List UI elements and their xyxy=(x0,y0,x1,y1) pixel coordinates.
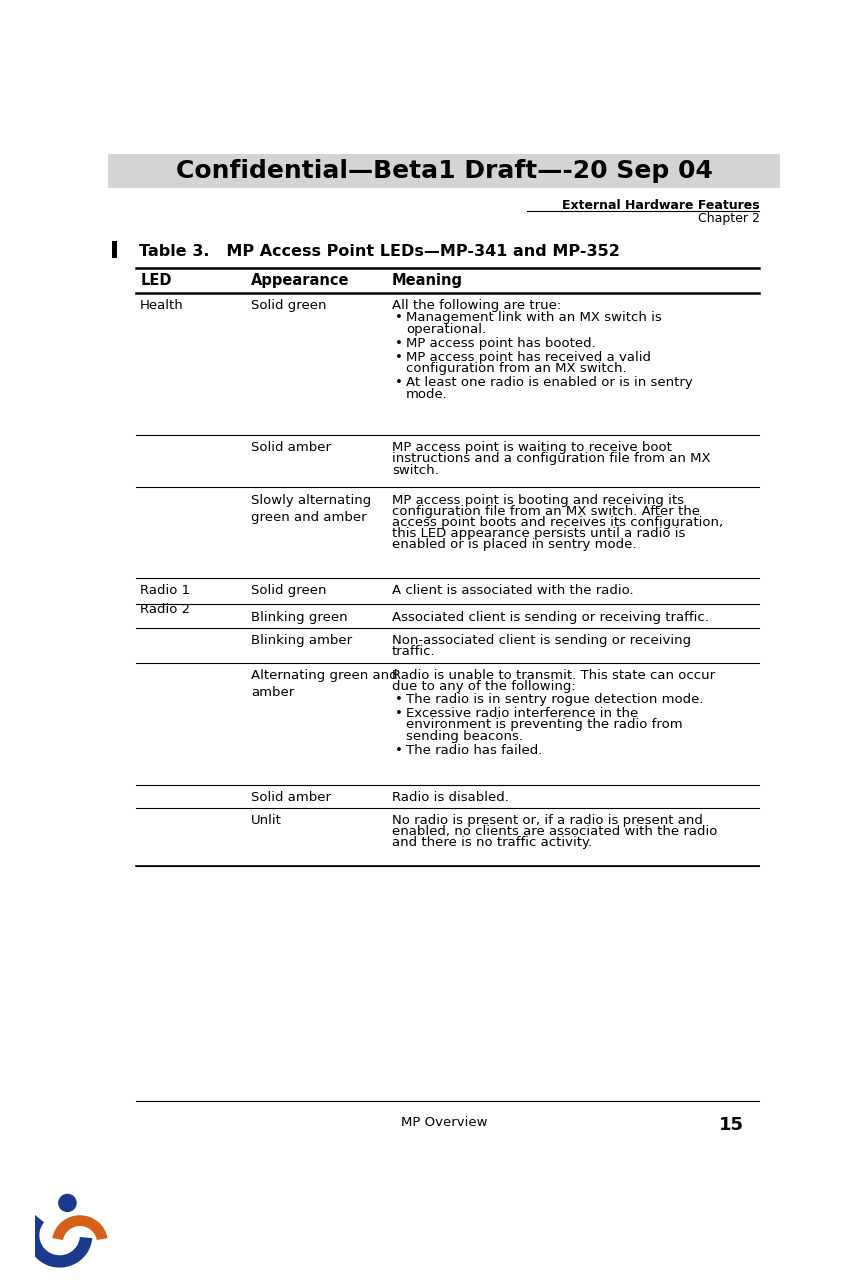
Text: MP access point is booting and receiving its: MP access point is booting and receiving… xyxy=(392,494,684,507)
Text: Radio is disabled.: Radio is disabled. xyxy=(392,790,509,803)
Text: switch.: switch. xyxy=(392,463,439,476)
Text: access point boots and receives its configuration,: access point boots and receives its conf… xyxy=(392,516,723,529)
Text: MP access point has booted.: MP access point has booted. xyxy=(406,337,596,350)
Text: Management link with an MX switch is: Management link with an MX switch is xyxy=(406,312,662,325)
Text: •: • xyxy=(395,693,403,706)
Text: Associated client is sending or receiving traffic.: Associated client is sending or receivin… xyxy=(392,611,709,624)
Text: environment is preventing the radio from: environment is preventing the radio from xyxy=(406,718,682,731)
Text: Solid amber: Solid amber xyxy=(251,441,331,454)
Text: LED: LED xyxy=(140,273,172,287)
Text: Confidential—Beta1 Draft—-20 Sep 04: Confidential—Beta1 Draft—-20 Sep 04 xyxy=(175,159,713,183)
Text: configuration file from an MX switch. After the: configuration file from an MX switch. Af… xyxy=(392,504,700,518)
Text: due to any of the following:: due to any of the following: xyxy=(392,680,576,693)
Text: MP access point has received a valid: MP access point has received a valid xyxy=(406,352,651,364)
Text: Alternating green and
amber: Alternating green and amber xyxy=(251,670,398,699)
Text: instructions and a configuration file from an MX: instructions and a configuration file fr… xyxy=(392,453,711,466)
Text: 15: 15 xyxy=(719,1116,744,1134)
Text: The radio is in sentry rogue detection mode.: The radio is in sentry rogue detection m… xyxy=(406,693,703,706)
Text: Solid amber: Solid amber xyxy=(251,790,331,803)
Text: •: • xyxy=(395,352,403,364)
Text: Solid green: Solid green xyxy=(251,584,327,598)
Text: •: • xyxy=(395,707,403,720)
Bar xyxy=(108,154,780,187)
Text: All the following are true:: All the following are true: xyxy=(392,299,561,312)
Text: Blinking green: Blinking green xyxy=(251,611,348,624)
Wedge shape xyxy=(52,1215,108,1241)
Text: operational.: operational. xyxy=(406,322,486,336)
Text: No radio is present or, if a radio is present and: No radio is present or, if a radio is pr… xyxy=(392,813,703,826)
Text: MP access point is waiting to receive boot: MP access point is waiting to receive bo… xyxy=(392,441,672,454)
Text: Excessive radio interference in the: Excessive radio interference in the xyxy=(406,707,638,720)
Text: enabled, no clients are associated with the radio: enabled, no clients are associated with … xyxy=(392,825,717,838)
Text: enabled or is placed in sentry mode.: enabled or is placed in sentry mode. xyxy=(392,538,636,552)
Text: The radio has failed.: The radio has failed. xyxy=(406,744,543,757)
Bar xyxy=(112,241,117,258)
Text: At least one radio is enabled or is in sentry: At least one radio is enabled or is in s… xyxy=(406,376,693,390)
Text: Blinking amber: Blinking amber xyxy=(251,634,352,647)
Text: this LED appearance persists until a radio is: this LED appearance persists until a rad… xyxy=(392,527,686,540)
Text: Radio 1
Radio 2: Radio 1 Radio 2 xyxy=(140,584,190,616)
Text: mode.: mode. xyxy=(406,387,448,400)
Text: Non-associated client is sending or receiving: Non-associated client is sending or rece… xyxy=(392,634,691,647)
Text: Chapter 2: Chapter 2 xyxy=(697,213,759,226)
Text: Appearance: Appearance xyxy=(251,273,349,287)
Text: and there is no traffic activity.: and there is no traffic activity. xyxy=(392,837,592,849)
Wedge shape xyxy=(27,1215,92,1268)
Text: Unlit: Unlit xyxy=(251,813,282,826)
Text: configuration from an MX switch.: configuration from an MX switch. xyxy=(406,362,627,375)
Text: •: • xyxy=(395,744,403,757)
Text: External Hardware Features: External Hardware Features xyxy=(562,199,759,212)
Text: A client is associated with the radio.: A client is associated with the radio. xyxy=(392,584,634,598)
Text: Meaning: Meaning xyxy=(392,273,463,287)
Text: Radio is unable to transmit. This state can occur: Radio is unable to transmit. This state … xyxy=(392,670,715,683)
Text: MP Overview: MP Overview xyxy=(401,1116,487,1129)
Text: sending beacons.: sending beacons. xyxy=(406,730,523,743)
Text: Solid green: Solid green xyxy=(251,299,327,312)
Text: Table 3.   MP Access Point LEDs—MP-341 and MP-352: Table 3. MP Access Point LEDs—MP-341 and… xyxy=(140,244,620,259)
Text: traffic.: traffic. xyxy=(392,645,435,658)
Text: •: • xyxy=(395,312,403,325)
Text: Health: Health xyxy=(140,299,184,312)
Circle shape xyxy=(59,1194,76,1211)
Text: •: • xyxy=(395,337,403,350)
Text: •: • xyxy=(395,376,403,390)
Text: Slowly alternating
green and amber: Slowly alternating green and amber xyxy=(251,494,371,523)
